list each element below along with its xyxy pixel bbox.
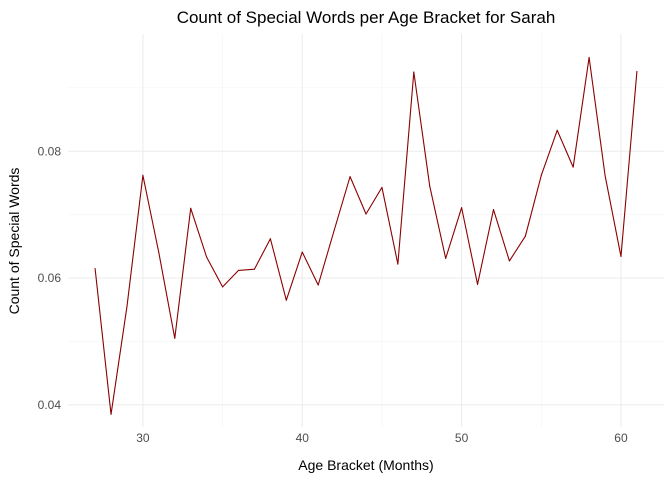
data-point (110, 413, 112, 415)
y-tick-label: 0.08 (38, 144, 62, 158)
data-point (285, 299, 287, 301)
data-point (237, 269, 240, 271)
chart-title: Count of Special Words per Age Bracket f… (177, 8, 556, 27)
x-axis-title: Age Bracket (Months) (298, 457, 433, 473)
data-point (253, 268, 255, 270)
data-point (174, 337, 176, 339)
data-point (429, 185, 431, 187)
x-tick-label: 60 (614, 431, 628, 445)
y-axis-tick-labels: 0.04 0.06 0.08 (38, 144, 62, 412)
major-gridlines (68, 34, 664, 427)
data-point (492, 209, 495, 211)
data-point (365, 213, 367, 215)
x-tick-label: 50 (455, 431, 469, 445)
data-point (445, 257, 447, 259)
data-point (349, 176, 351, 178)
data-point (301, 251, 303, 253)
data-point (222, 286, 224, 288)
data-point (126, 306, 128, 308)
data-point (269, 238, 271, 240)
data-point (158, 252, 160, 254)
x-axis-tick-labels: 30 40 50 60 (136, 431, 628, 445)
data-point (381, 186, 383, 188)
data-point (142, 174, 144, 176)
data-point (636, 70, 638, 72)
data-point (588, 56, 590, 59)
y-tick-label: 0.06 (38, 271, 62, 285)
x-tick-label: 30 (136, 431, 150, 445)
data-point (540, 174, 542, 176)
data-point (333, 229, 335, 232)
x-tick-label: 40 (296, 431, 310, 445)
y-tick-label: 0.04 (38, 398, 62, 412)
data-point (477, 283, 479, 285)
data-point (94, 267, 96, 270)
minor-gridlines (68, 34, 664, 427)
series-line (94, 56, 638, 415)
data-point (604, 174, 606, 176)
data-point (508, 260, 510, 262)
data-point (397, 263, 399, 265)
data-point (524, 235, 526, 237)
data-point (190, 207, 192, 209)
data-point (556, 129, 558, 131)
data-point (206, 256, 208, 258)
y-axis-title: Count of Special Words (6, 168, 22, 315)
data-point (317, 284, 319, 286)
data-point (413, 71, 415, 73)
series-layer (94, 56, 638, 415)
data-point (461, 207, 463, 209)
data-point (572, 166, 574, 168)
data-point (620, 255, 622, 258)
